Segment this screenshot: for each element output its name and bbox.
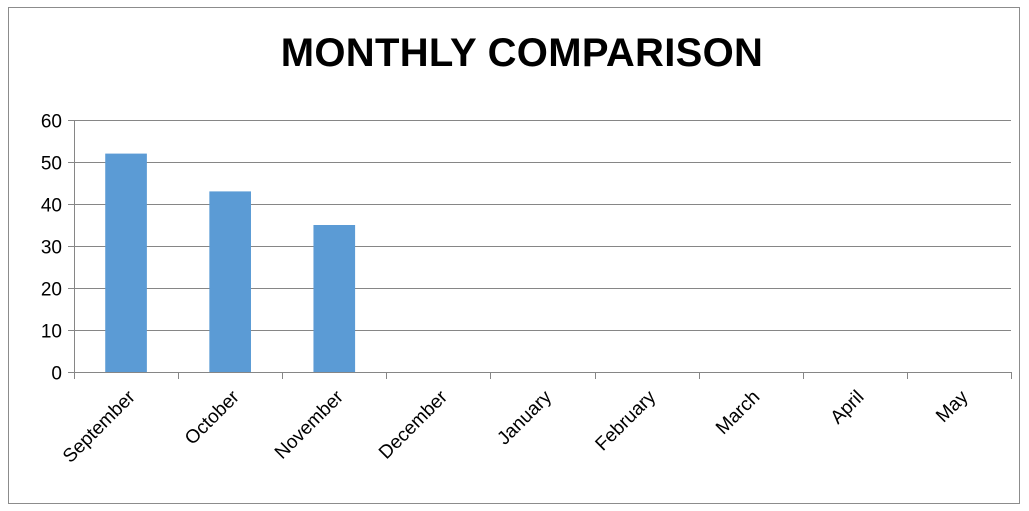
chart-title: MONTHLY COMPARISON	[280, 31, 764, 75]
bars	[105, 153, 356, 372]
x-axis-tick-labels: September October November December January F…	[59, 386, 973, 467]
bar-september	[105, 153, 147, 372]
y-axis-tick-labels: 0 10 20 30 40 50 60	[41, 112, 62, 385]
x-tick-label-february: February	[592, 386, 661, 455]
y-tick-label: 0	[51, 364, 62, 385]
y-tick-label: 10	[41, 322, 62, 343]
bar-october	[209, 191, 251, 372]
x-tick-label-december: December	[375, 386, 452, 463]
y-tick-label: 40	[41, 196, 62, 217]
x-tick-label-november: November	[271, 386, 348, 463]
x-tick-label-january: January	[493, 386, 556, 449]
chart-frame	[8, 7, 1020, 504]
x-tick-label-september: September	[59, 386, 140, 467]
x-tick-label-march: March	[712, 387, 764, 439]
bar-november	[313, 225, 356, 372]
y-tick-label: 20	[41, 280, 62, 301]
x-tick-label-october: October	[181, 386, 244, 449]
y-tick-label: 30	[41, 238, 62, 259]
y-tick-label: 50	[41, 154, 62, 175]
x-tick-label-may: May	[932, 386, 973, 427]
axes	[68, 120, 1012, 379]
y-tick-label: 60	[41, 112, 62, 133]
x-tick-label-april: April	[827, 387, 869, 429]
